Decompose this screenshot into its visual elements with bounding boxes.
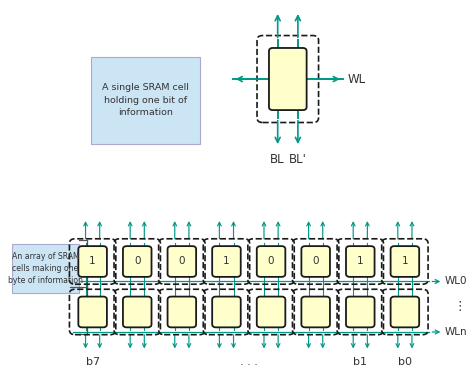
FancyBboxPatch shape — [346, 246, 374, 277]
Text: BL': BL' — [289, 153, 307, 166]
Text: . . .: . . . — [240, 357, 258, 367]
Text: 1: 1 — [357, 256, 364, 267]
Text: b1: b1 — [353, 357, 367, 367]
Text: 1: 1 — [223, 256, 230, 267]
FancyBboxPatch shape — [301, 246, 330, 277]
Text: 0: 0 — [179, 256, 185, 267]
Text: ⋮: ⋮ — [453, 300, 465, 313]
FancyBboxPatch shape — [78, 297, 107, 327]
FancyBboxPatch shape — [301, 297, 330, 327]
FancyBboxPatch shape — [123, 246, 152, 277]
FancyBboxPatch shape — [257, 297, 285, 327]
Text: 1: 1 — [401, 256, 408, 267]
FancyBboxPatch shape — [12, 244, 79, 293]
Text: WL0: WL0 — [445, 276, 467, 287]
FancyBboxPatch shape — [167, 297, 196, 327]
FancyBboxPatch shape — [346, 297, 374, 327]
FancyBboxPatch shape — [212, 246, 241, 277]
Text: b0: b0 — [398, 357, 412, 367]
FancyBboxPatch shape — [78, 246, 107, 277]
Text: WL: WL — [347, 73, 365, 86]
FancyBboxPatch shape — [91, 57, 200, 144]
Text: 0: 0 — [312, 256, 319, 267]
FancyBboxPatch shape — [123, 297, 152, 327]
Text: 1: 1 — [89, 256, 96, 267]
FancyBboxPatch shape — [391, 297, 419, 327]
Text: A single SRAM cell
holding one bit of
information: A single SRAM cell holding one bit of in… — [102, 83, 189, 117]
FancyBboxPatch shape — [391, 246, 419, 277]
Text: 0: 0 — [268, 256, 274, 267]
FancyBboxPatch shape — [257, 246, 285, 277]
FancyBboxPatch shape — [212, 297, 241, 327]
Text: An array of SRAM
cells making one
byte of information: An array of SRAM cells making one byte o… — [8, 252, 83, 285]
Text: b7: b7 — [86, 357, 100, 367]
Text: WLn: WLn — [445, 327, 467, 337]
FancyBboxPatch shape — [269, 48, 307, 110]
FancyBboxPatch shape — [167, 246, 196, 277]
Text: BL: BL — [270, 153, 285, 166]
Text: 0: 0 — [134, 256, 140, 267]
